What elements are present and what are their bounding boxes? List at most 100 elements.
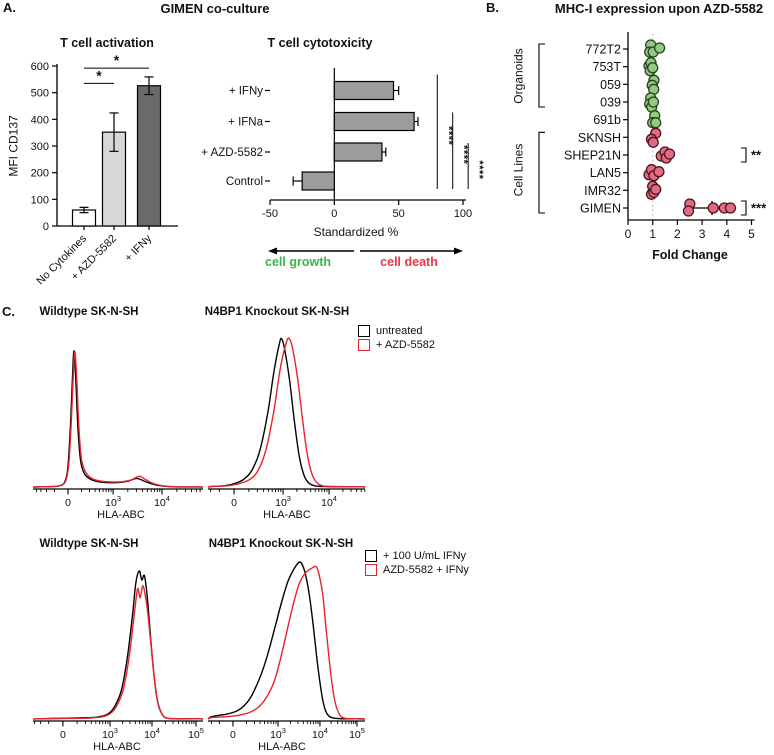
chart-hist-ko-untreated: 0 103 104	[207, 337, 366, 509]
row-label: + AZD-5582	[201, 147, 263, 159]
data-point	[653, 42, 666, 54]
x-tick-label: 1	[649, 227, 656, 241]
row-label-039: 039	[600, 96, 621, 110]
row-label-691b: 691b	[593, 113, 621, 127]
data-point	[650, 117, 662, 129]
row-label-gimen: GIMEN	[580, 202, 621, 216]
x-tick-label: 0	[230, 729, 236, 741]
activation-y-axis-label: MFI CD137	[6, 115, 21, 177]
data-point	[647, 136, 659, 148]
y-tick-label: 0	[43, 221, 49, 233]
x-tick-label: 104	[312, 726, 328, 741]
legend-label: untreated	[376, 324, 423, 337]
x-tick-label: 50	[393, 208, 405, 220]
y-tick-label: 400	[31, 114, 49, 126]
x-tick-label: 103	[270, 726, 286, 741]
legend-item-ifny: + 100 U/mL IFNy	[365, 549, 469, 562]
x-tick-label: 105	[188, 726, 204, 741]
curve-red	[32, 350, 204, 488]
row-label-shep21n: SHEP21N	[564, 149, 621, 163]
row-label: + IFNa	[228, 117, 263, 129]
row-label: Control	[226, 176, 263, 188]
sig-stars: ****	[473, 160, 485, 179]
bar-2	[136, 85, 162, 227]
x-tick-label: 0	[231, 497, 237, 509]
legend-label: + AZD-5582	[376, 338, 436, 351]
curve-black	[207, 561, 366, 720]
cell_lines-bracket	[538, 131, 545, 214]
data-point	[647, 96, 660, 108]
legend-bottom: + 100 U/mL IFNy AZD-5582 + IFNy	[365, 549, 469, 577]
bar-3	[301, 171, 335, 191]
row-label-sknsh: SKNSH	[578, 131, 621, 145]
x-tick-label: 103	[102, 726, 118, 741]
curve-red	[207, 337, 366, 488]
chart-hist-wt-untreated: 0 103 104	[32, 350, 204, 509]
panel-a-label: A.	[3, 0, 16, 15]
data-point	[682, 205, 695, 217]
row-label-imr32: IMR32	[584, 184, 621, 198]
x-tick-label: -50	[262, 208, 278, 220]
hist-title-ko-top: N4BP1 Knockout SK-N-SH	[204, 306, 350, 318]
azd-swatch	[358, 338, 370, 351]
row-label-lan5: LAN5	[590, 166, 621, 180]
chart-mhc1-fold-change: 0 1 2 3 4 5 772T2 753T 059 039 691b SKNSH SHEP21N LAN…	[538, 32, 767, 241]
data-point	[707, 202, 719, 214]
x-tick-label: 4	[723, 227, 730, 241]
data-point	[663, 148, 676, 160]
chart-hist-ko-ifny: 0 103 104 105	[207, 561, 366, 741]
legend-label: AZD-5582 + IFNy	[383, 563, 469, 576]
row-label-772t2: 772T2	[586, 43, 621, 57]
data-point	[647, 62, 659, 74]
x-tick-label: 0	[625, 227, 632, 241]
sig-stars: *	[114, 52, 120, 68]
x-tick-label: 103	[275, 494, 291, 509]
panel-b-title: MHC-I expression upon AZD-5582	[554, 1, 764, 16]
x-tick-label: 2	[674, 227, 681, 241]
y-tick-label: 200	[31, 168, 49, 180]
curve-red	[32, 585, 204, 720]
y-tick-label: 600	[31, 61, 49, 73]
left-arrowhead-icon	[268, 247, 277, 255]
x-tick-label: 0	[331, 208, 337, 220]
right-arrowhead-icon	[454, 247, 463, 255]
hla-abc-label-3: HLA-ABC	[93, 741, 141, 753]
bar-1	[333, 111, 415, 132]
x-tick-label: 104	[144, 726, 160, 741]
row-label-753t: 753T	[593, 60, 622, 74]
cytotoxicity-title: T cell cytotoxicity	[267, 36, 373, 50]
cytotoxicity-x-axis-label: Standardized %	[313, 225, 399, 239]
y-tick-label: 500	[31, 88, 49, 100]
organoids-group-label: Organoids	[511, 48, 526, 104]
row-label-059: 059	[600, 78, 621, 92]
hla-abc-label-4: HLA-ABC	[258, 741, 306, 753]
x-tick-label: 0	[60, 729, 66, 741]
y-tick-label: 100	[31, 194, 49, 206]
sig-stars: ****	[458, 145, 470, 164]
x-category-label: No Cytokines	[34, 232, 89, 287]
panel-b-label: B.	[486, 0, 499, 15]
untreated-swatch	[358, 324, 370, 337]
x-tick-label: 0	[65, 497, 71, 509]
curve-black	[32, 350, 204, 488]
hla-abc-label-1: HLA-ABC	[97, 509, 145, 521]
legend-item-azd-ifny: AZD-5582 + IFNy	[365, 563, 469, 576]
chart-t-cell-cytotoxicity: -50 0 50 100 + IFNy + IFNa + AZD-5582 Control **…	[201, 68, 485, 255]
x-tick-label: 104	[321, 494, 337, 509]
hist-title-wt-top: Wildtype SK-N-SH	[39, 306, 139, 318]
row-label: + IFNy	[229, 86, 263, 98]
cell-growth-label: cell growth	[265, 255, 331, 269]
data-point	[650, 183, 662, 195]
legend-top: untreated + AZD-5582	[358, 324, 435, 352]
ifny-swatch	[365, 549, 377, 562]
sig-stars: *	[96, 67, 102, 83]
sig-stars: ****	[442, 126, 454, 145]
hla-abc-label-2: HLA-ABC	[263, 509, 311, 521]
curve-red	[207, 565, 366, 720]
cell-death-label: cell death	[380, 255, 438, 269]
y-tick-label: 300	[31, 141, 49, 153]
bar-2	[333, 142, 383, 162]
